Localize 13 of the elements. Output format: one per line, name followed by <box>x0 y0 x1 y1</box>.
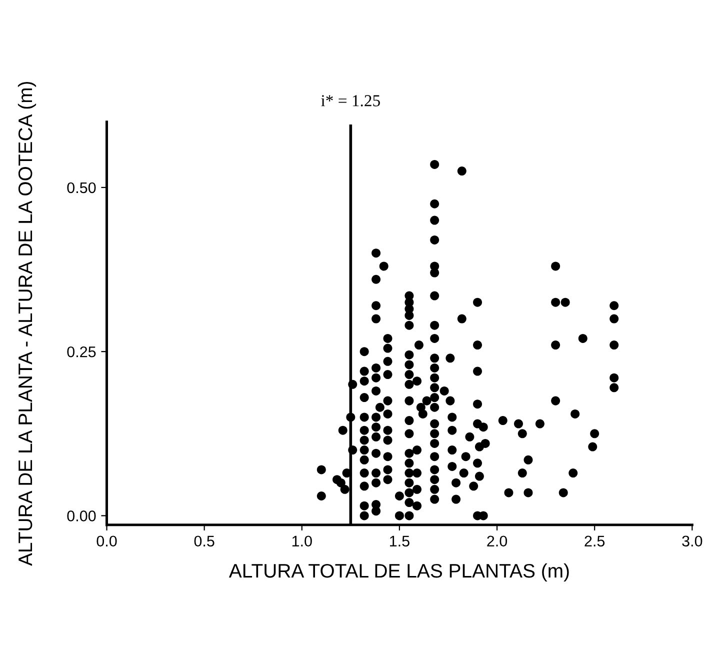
x-tick-label: 3.0 <box>682 536 702 547</box>
x-axis-title: ALTURA TOTAL DE LAS PLANTAS (m) <box>228 563 569 582</box>
y-tick-label: 0.50 <box>67 182 96 194</box>
x-tick-label: 0.0 <box>96 536 117 547</box>
x-tick-label: 1.5 <box>390 536 410 547</box>
y-tick-label: 0.25 <box>67 346 96 358</box>
y-axis-title: ALTURA DE LA PLANTA - ALTURA DE LA OOTECA (m) <box>18 82 36 566</box>
y-tick-label: 0.00 <box>67 510 96 522</box>
x-tick-label: 2.5 <box>584 536 605 547</box>
ref-line-label: i* = 1.25 <box>321 95 380 106</box>
x-tick-label: 2.0 <box>487 536 508 547</box>
x-tick-label: 1.0 <box>292 536 312 547</box>
x-tick-label: 0.5 <box>194 536 214 547</box>
